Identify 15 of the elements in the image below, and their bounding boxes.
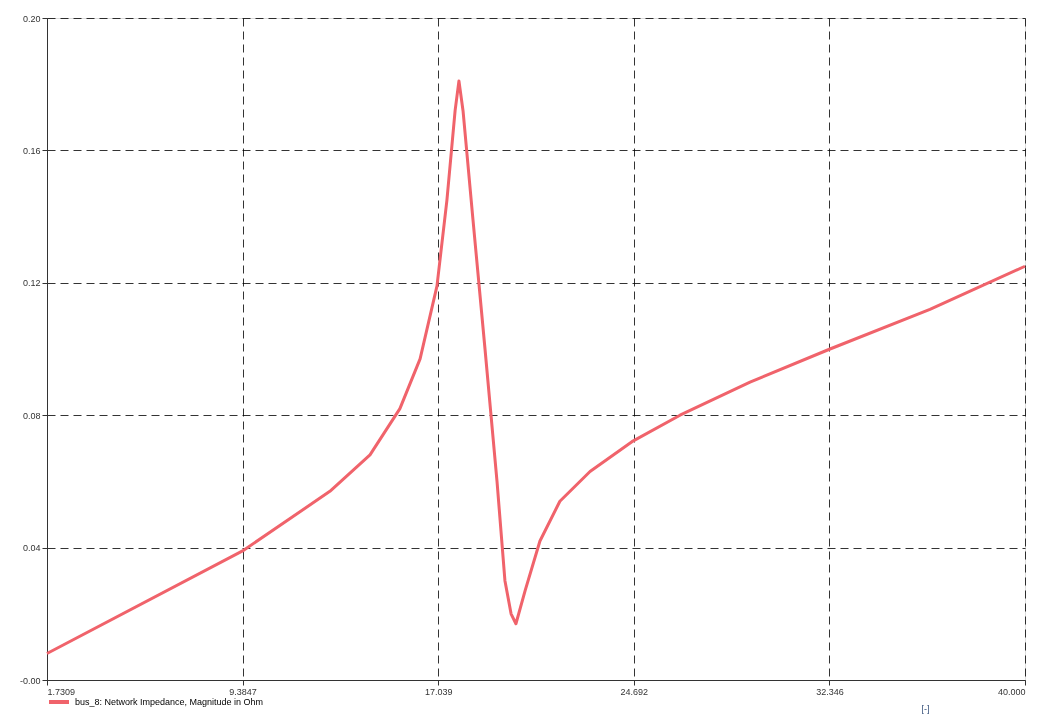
x-tick-label: 32.346 — [816, 686, 844, 697]
y-tick-label: 0.08 — [22, 410, 41, 421]
y-tick-label: 0.16 — [22, 145, 41, 156]
y-tick-label: -0.00 — [19, 675, 41, 686]
x-tick-label: 24.692 — [620, 686, 649, 697]
y-tick-label: 0.12 — [22, 278, 41, 289]
x-tick-label: 1.7309 — [47, 686, 76, 697]
line-series — [45, 79, 1027, 656]
y-tick-label: 0.20 — [22, 13, 41, 24]
x-tick-label: 9.3847 — [229, 686, 257, 697]
x-tick-label: 17.039 — [424, 686, 453, 697]
x-axis-title: [-] — [921, 703, 930, 714]
legend-label: bus_8: Network Impedance, Magnitude in Ohm — [75, 697, 264, 707]
y-tick-label: 0.04 — [22, 543, 41, 554]
x-tick-label: 40.000 — [997, 686, 1026, 697]
